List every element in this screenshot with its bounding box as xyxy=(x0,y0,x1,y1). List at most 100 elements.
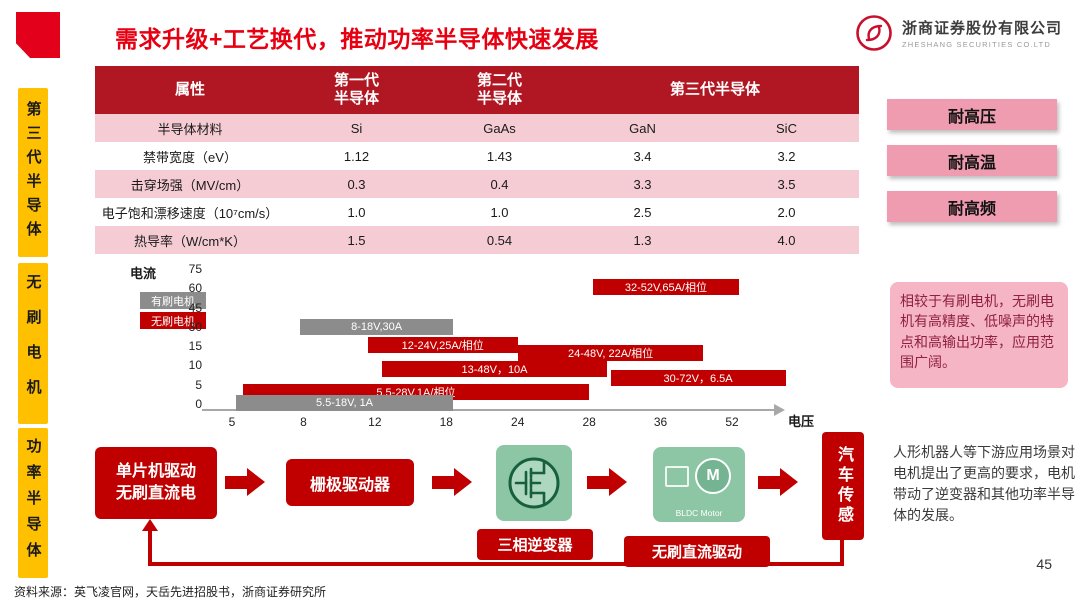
cell-value: 1.3 xyxy=(633,232,652,248)
logo-company-name: 浙商证券股份有限公司 xyxy=(901,20,1062,37)
feedback-line-segment xyxy=(148,562,844,566)
cell-value: 0.54 xyxy=(486,232,513,248)
cell-value: SiC xyxy=(776,120,797,136)
x-axis-arrow-icon xyxy=(774,404,785,416)
flow-arrow-icon xyxy=(758,468,798,496)
table-row: 热导率（W/cm*K） 1.5 0.54 1.3 4.0 xyxy=(95,226,859,254)
col-header-gen2: 第二代 半导体 xyxy=(476,72,522,107)
x-tick-label: 8 xyxy=(300,415,307,429)
feature-badges: 耐高压 耐高温 耐高频 xyxy=(887,99,1057,222)
chart-bar: 30-72V，6.5A xyxy=(610,369,786,386)
x-tick-label: 52 xyxy=(725,415,739,429)
page-title: 需求升级+工艺换代，推动功率半导体快速发展 xyxy=(115,26,599,52)
chart-plot-area: 32-52V,65A/相位 8-18V,30A 12-24V,25A/相位 24-48… xyxy=(232,269,786,412)
y-tick-label: 10 xyxy=(188,358,202,373)
sidebar-label-brushless-motor: 无刷电机 xyxy=(18,263,48,424)
y-tick-label: 60 xyxy=(188,281,202,296)
col-header-attribute: 属性 xyxy=(174,81,205,98)
row-label: 半导体材料 xyxy=(157,121,223,137)
motor-caption: BLDC Motor xyxy=(675,508,723,518)
flow-label-bldc-drive: 无刷直流驱动 xyxy=(624,536,770,567)
x-tick-label: 28 xyxy=(582,415,596,429)
chart-bar: 12-24V,25A/相位 xyxy=(367,337,518,354)
y-axis-label: 电流 xyxy=(130,266,157,281)
legend-item: 无刷电机 xyxy=(140,312,206,329)
flow-arrow-icon xyxy=(225,468,265,496)
x-tick-label: 18 xyxy=(439,415,453,429)
cell-value: 3.4 xyxy=(633,148,652,164)
y-tick-label: 5 xyxy=(195,377,202,392)
cell-value: 4.0 xyxy=(777,232,796,248)
feature-badge: 耐高频 xyxy=(887,191,1057,222)
flow-arrow-icon xyxy=(587,468,627,496)
chart-bar: 32-52V,65A/相位 xyxy=(592,279,740,296)
motor-terminal-icon xyxy=(665,466,689,487)
table-row: 半导体材料 Si GaAs GaN SiC xyxy=(95,114,859,142)
feedback-line-segment xyxy=(148,530,152,566)
chart-bar: 13-48V，10A xyxy=(382,361,607,378)
note-downstream-demand: 人形机器人等下游应用场景对电机提出了更高的要求，电机带动了逆变器和其他功率半导体… xyxy=(893,444,1075,523)
flow-box-mcu-driver: 单片机驱动 无刷直流电 xyxy=(95,447,217,519)
x-axis-line xyxy=(202,409,776,411)
y-tick-label: 15 xyxy=(188,339,202,354)
inverter-icon-box xyxy=(496,445,572,521)
y-tick-label: 30 xyxy=(188,319,202,334)
sidebar-label-power-semiconductor: 功率半导体 xyxy=(18,428,48,578)
flow-box-automotive-sensing: 汽车传感 xyxy=(822,432,864,540)
cell-value: 1.0 xyxy=(490,204,509,220)
cell-value: 3.3 xyxy=(633,176,652,192)
flow-arrow-icon xyxy=(432,468,472,496)
table-body: 半导体材料 Si GaAs GaN SiC 禁带宽度（eV） 1.12 1.43 3.4 3.2 击… xyxy=(95,114,859,254)
cell-value: 0.4 xyxy=(490,176,509,192)
col-header-gen1: 第一代 半导体 xyxy=(333,72,379,107)
source-note: 资料来源：英飞凌官网，天岳先进招股书，浙商证券研究所 xyxy=(14,585,327,599)
feature-badge: 耐高温 xyxy=(887,145,1057,176)
cell-value: 1.0 xyxy=(347,204,366,220)
flow-box-gate-driver: 栅极驱动器 xyxy=(286,459,414,506)
table-header-row: 属性 第一代 半导体 第二代 半导体 第三代半导体 xyxy=(95,66,859,114)
col-header-gen3: 第三代半导体 xyxy=(669,81,760,98)
y-tick-label: 75 xyxy=(188,262,202,276)
row-label: 电子饱和漂移速度（10⁷cm/s） xyxy=(101,205,279,221)
chart-bar: 5.5-18V, 1A xyxy=(235,395,454,412)
table-row: 禁带宽度（eV） 1.12 1.43 3.4 3.2 xyxy=(95,142,859,170)
y-tick-label: 0 xyxy=(195,397,202,411)
cell-value: 2.0 xyxy=(777,204,796,220)
page-number: 45 xyxy=(1036,556,1052,572)
table-row: 击穿场强（MV/cm） 0.3 0.4 3.3 3.5 xyxy=(95,170,859,198)
y-tick-label: 45 xyxy=(188,300,202,315)
cell-value: 1.12 xyxy=(343,148,370,164)
cell-value: 1.5 xyxy=(347,232,366,248)
x-tick-label: 5 xyxy=(228,415,236,429)
cell-value: 2.5 xyxy=(633,204,652,220)
feedback-arrowhead-icon xyxy=(142,519,158,531)
flow-label-three-phase-inverter: 三相逆变器 xyxy=(477,529,593,560)
x-tick-label: 12 xyxy=(368,415,382,429)
logo-company-name-en: ZHESHANG SECURITIES CO.LTD xyxy=(901,40,1051,49)
bldc-motor-icon-box: M BLDC Motor xyxy=(653,447,745,522)
cell-value: 3.2 xyxy=(777,148,796,164)
sidebar-label-third-gen-semiconductor: 第三代半导体 xyxy=(18,88,48,257)
note-brushless-motor: 相较于有刷电机，无刷电机有高精度、低噪声的特点和高输出功率，应用范围广阔。 xyxy=(890,282,1068,388)
row-label: 禁带宽度（eV） xyxy=(143,149,237,165)
semiconductor-comparison-table: 属性 第一代 半导体 第二代 半导体 第三代半导体 半导体材料 Si GaAs GaN… xyxy=(95,66,859,254)
feedback-line-segment xyxy=(840,540,844,566)
row-label: 击穿场强（MV/cm） xyxy=(130,177,250,193)
cell-value: 0.3 xyxy=(347,176,366,192)
feature-badge: 耐高压 xyxy=(887,99,1057,130)
company-logo: 浙商证券股份有限公司 ZHESHANG SECURITIES CO.LTD xyxy=(854,13,1062,53)
cell-value: 3.5 xyxy=(777,176,796,192)
corner-ribbon-decoration xyxy=(16,12,60,58)
chart-bar: 8-18V,30A xyxy=(299,318,454,335)
cell-value: 1.43 xyxy=(486,148,513,164)
chart-legend: 有刷电机 无刷电机 xyxy=(140,292,206,329)
zheshang-logo-icon xyxy=(856,15,892,51)
row-label: 热导率（W/cm*K） xyxy=(134,233,246,249)
cell-value: GaN xyxy=(629,120,656,136)
x-axis-label: 电压 xyxy=(788,414,815,429)
x-tick-label: 36 xyxy=(653,415,668,429)
x-tick-label: 24 xyxy=(511,415,525,429)
motor-m-icon: M xyxy=(695,458,731,494)
legend-item: 有刷电机 xyxy=(140,292,206,309)
